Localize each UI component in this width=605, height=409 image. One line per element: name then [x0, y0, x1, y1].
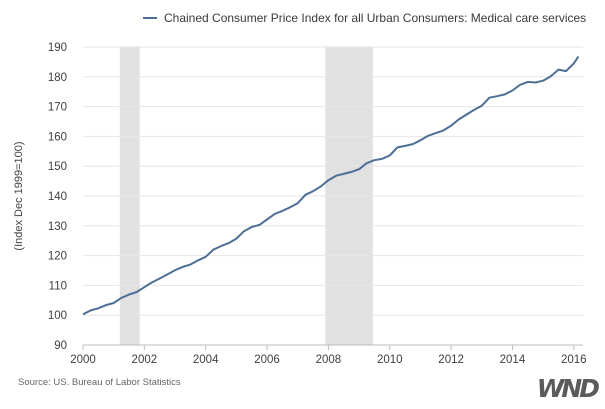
series-layer [82, 55, 580, 316]
wnd-logo: WND [536, 374, 600, 403]
y-tick-label-130: 130 [48, 221, 67, 233]
grid-lines [83, 46, 583, 316]
chart-legend[interactable]: Chained Consumer Price Index for all Urb… [143, 11, 586, 25]
y-tick-label-170: 170 [48, 102, 67, 114]
x-tick-label-2004: 2004 [193, 354, 219, 366]
y-tick-label-110: 110 [49, 280, 67, 292]
source-note: Source: US. Bureau of Labor Statistics [18, 377, 181, 388]
legend-label: Chained Consumer Price Index for all Urb… [164, 11, 587, 25]
x-tick-label-2006: 2006 [254, 354, 280, 366]
x-tick-label-2012: 2012 [438, 354, 464, 366]
y-axis-title: (Index Dec 1999=100) [13, 141, 25, 250]
x-tick-label-2002: 2002 [132, 354, 158, 366]
x-tick-label-2008: 2008 [316, 354, 342, 366]
y-tick-label-140: 140 [48, 191, 67, 203]
y-tick-label-180: 180 [48, 72, 67, 84]
y-tick-label-90: 90 [54, 340, 67, 352]
y-tick-label-160: 160 [48, 131, 67, 143]
legend-swatch [143, 17, 157, 19]
y-tick-label-150: 150 [48, 161, 67, 173]
x-tick-label-2014: 2014 [500, 354, 526, 366]
axes: 90 100 110 120 130 140 150 160 170 180 190 2000 2002… [48, 42, 587, 366]
y-tick-label-120: 120 [48, 251, 67, 263]
y-tick-label-190: 190 [48, 42, 67, 54]
y-tick-label-100: 100 [48, 310, 67, 322]
x-tick-label-2000: 2000 [70, 354, 96, 366]
x-tick-label-2016: 2016 [561, 354, 587, 366]
series-line-1 [82, 55, 580, 316]
x-tick-label-2010: 2010 [377, 354, 403, 366]
